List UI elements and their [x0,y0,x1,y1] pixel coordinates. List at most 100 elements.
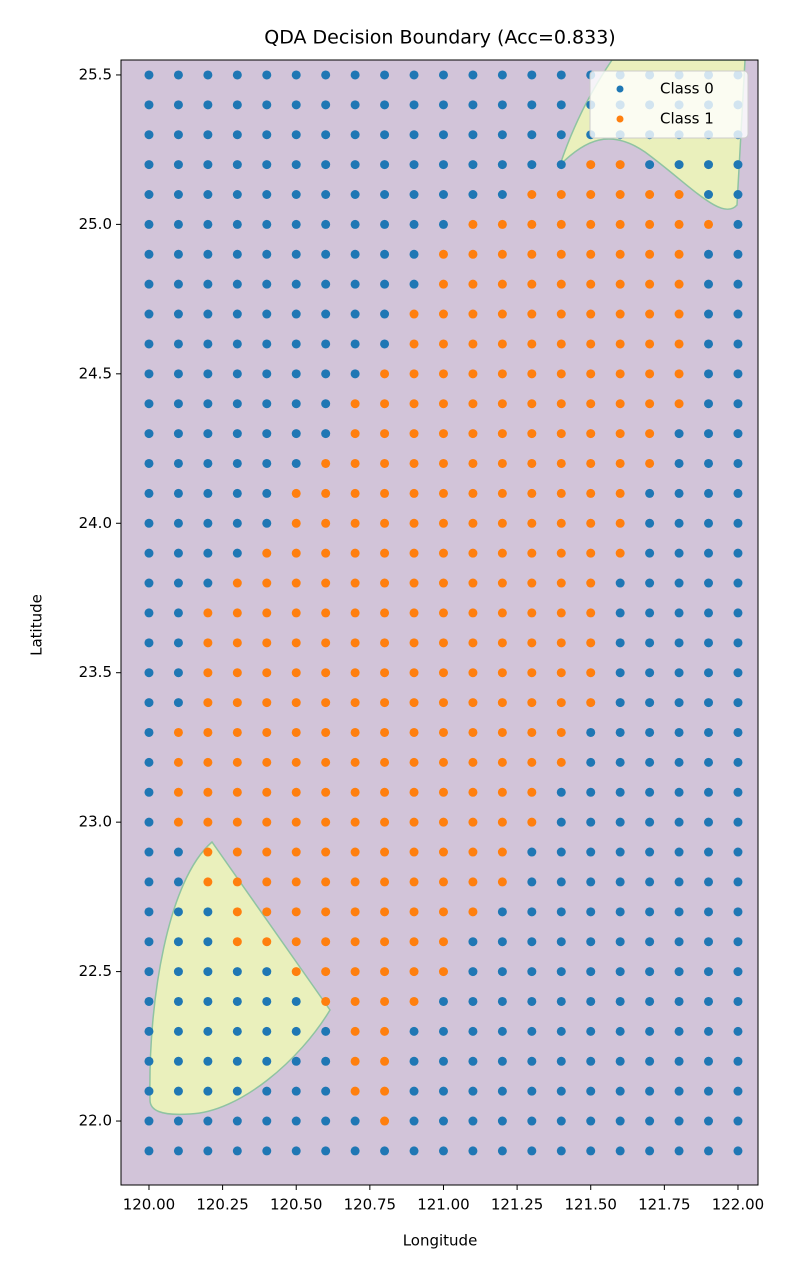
data-point [645,727,655,737]
data-point [232,70,242,80]
data-point [438,100,448,110]
data-point [586,309,596,319]
data-point [468,578,478,588]
data-point [291,1026,301,1036]
data-point [380,399,390,409]
data-point [704,1056,714,1066]
data-point [144,967,154,977]
data-point [438,369,448,379]
data-point [704,877,714,887]
data-point [350,458,360,468]
data-point [173,488,183,498]
data-point [173,668,183,678]
data-point [468,548,478,558]
data-point [527,757,537,767]
data-point [468,757,478,767]
data-point [409,847,419,857]
data-point [497,130,507,140]
data-point [380,488,390,498]
data-point [438,787,448,797]
data-point [527,937,537,947]
data-point [438,907,448,917]
data-point [674,907,684,917]
data-point [321,369,331,379]
data-point [350,668,360,678]
data-point [556,817,566,827]
data-point [380,369,390,379]
data-point [615,1056,625,1066]
data-point [438,429,448,439]
data-point [144,817,154,827]
data-point [704,249,714,259]
data-point [173,937,183,947]
data-point [173,518,183,528]
data-point [527,279,537,289]
data-point [468,399,478,409]
data-point [350,1116,360,1126]
data-point [674,996,684,1006]
data-point [438,309,448,319]
data-point [203,638,213,648]
data-point [497,967,507,977]
data-point [173,160,183,170]
data-point [497,279,507,289]
data-point [232,608,242,618]
data-point [645,817,655,827]
data-point [144,219,154,229]
data-point [645,668,655,678]
data-point [674,219,684,229]
data-point [321,1146,331,1156]
data-point [291,249,301,259]
data-point [704,189,714,199]
data-point [291,189,301,199]
data-point [380,1116,390,1126]
data-point [144,548,154,558]
data-point [615,1086,625,1096]
data-point [556,1146,566,1156]
data-point [674,548,684,558]
data-point [645,608,655,618]
data-point [645,967,655,977]
data-point [232,518,242,528]
data-point [203,578,213,588]
data-point [497,309,507,319]
data-point [173,727,183,737]
data-point [321,967,331,977]
data-point [173,1116,183,1126]
data-point [674,757,684,767]
data-point [704,518,714,528]
data-point [733,458,743,468]
data-point [527,638,537,648]
legend-label: Class 0 [660,80,714,98]
data-point [409,996,419,1006]
data-point [556,1116,566,1126]
data-point [615,1026,625,1036]
data-point [262,429,272,439]
data-point [232,160,242,170]
data-point [674,189,684,199]
data-point [645,518,655,528]
data-point [586,1146,596,1156]
data-point [704,339,714,349]
data-point [704,219,714,229]
data-point [438,488,448,498]
data-point [645,638,655,648]
data-point [262,817,272,827]
data-point [173,189,183,199]
data-point [173,458,183,468]
data-point [262,219,272,229]
data-point [262,458,272,468]
data-point [527,847,537,857]
data-point [733,996,743,1006]
data-point [409,578,419,588]
data-point [144,369,154,379]
data-point [262,1146,272,1156]
data-point [321,249,331,259]
data-point [203,847,213,857]
data-point [586,429,596,439]
data-point [556,279,566,289]
data-point [262,608,272,618]
data-point [468,458,478,468]
data-point [409,1026,419,1036]
data-point [203,70,213,80]
